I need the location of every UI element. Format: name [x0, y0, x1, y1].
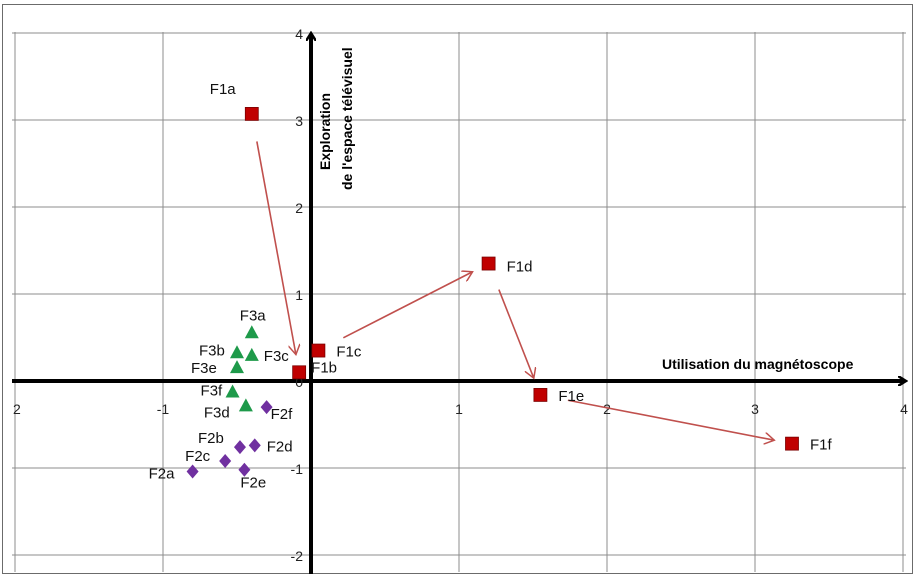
f1f-marker — [785, 436, 799, 451]
axes — [12, 34, 905, 574]
point-label-f3b: F3b — [199, 342, 225, 359]
f3d-marker — [238, 398, 253, 412]
trajectory-arrow — [498, 289, 534, 379]
data-points — [186, 107, 799, 479]
y-tick-label: -2 — [291, 548, 304, 564]
f3b-marker — [230, 345, 244, 359]
x-tick-label: 2 — [13, 401, 21, 417]
trajectory-arrow — [342, 272, 472, 339]
x-tick-label: 4 — [900, 401, 908, 417]
point-label-f1c: F1c — [336, 344, 362, 361]
point-label-f3d: F3d — [204, 404, 230, 421]
y-axis-label: Exploration de l'espace télévisuel — [317, 47, 355, 190]
f1d-marker — [481, 256, 496, 271]
x-tick-label: -1 — [157, 401, 170, 417]
trajectory-arrow — [256, 141, 296, 354]
point-label-f3f: F3f — [201, 382, 224, 399]
point-label-f1e: F1e — [558, 388, 584, 405]
trajectory-arrow — [567, 399, 774, 440]
f1b-marker — [292, 365, 307, 380]
point-label-f3e: F3e — [191, 360, 217, 377]
f3a-marker — [244, 325, 259, 339]
point-label-f3a: F3a — [240, 307, 267, 324]
f3f-marker — [225, 384, 240, 398]
f2c-marker — [219, 454, 232, 469]
point-label-f1d: F1d — [507, 259, 533, 276]
f1c-marker — [311, 343, 326, 358]
point-label-f2c: F2c — [185, 448, 211, 465]
y-tick-label: -1 — [291, 461, 304, 477]
x-tick-label: 2 — [603, 401, 611, 417]
point-label-f2d: F2d — [267, 438, 293, 455]
point-label-f2e: F2e — [240, 475, 266, 492]
x-tick-label: 1 — [455, 401, 463, 417]
x-tick-label: 3 — [751, 401, 759, 417]
y-tick-label: 4 — [295, 26, 303, 42]
chart-frame — [2, 4, 913, 574]
point-label-f2a: F2a — [149, 465, 176, 482]
tick-labels: 2 -1 1 2 3 4 4 3 2 1 0 -1 -2 — [13, 26, 908, 564]
y-axis-label-line-1: Exploration — [317, 93, 333, 170]
gridlines — [12, 32, 906, 572]
point-label-f1f: F1f — [810, 437, 833, 454]
point-label-f3c: F3c — [264, 348, 290, 365]
f3c-marker — [244, 347, 259, 361]
trajectory-arrows — [256, 141, 774, 440]
f2f-marker — [260, 400, 273, 415]
y-tick-label: 2 — [295, 200, 303, 216]
y-tick-label: 0 — [295, 374, 303, 390]
f1e-marker — [533, 388, 548, 402]
point-label-f1a: F1a — [210, 81, 237, 98]
y-tick-label: 1 — [295, 287, 303, 303]
point-label-f2b: F2b — [198, 430, 224, 447]
f2d-marker — [248, 438, 261, 453]
f2a-marker — [186, 464, 199, 479]
f1a-marker — [244, 107, 259, 121]
f2e-marker — [238, 462, 251, 477]
point-label-f2f: F2f — [271, 406, 294, 423]
f3e-marker — [230, 360, 244, 374]
x-axis-label: Utilisation du magnétoscope — [662, 356, 854, 372]
f2b-marker — [233, 440, 246, 455]
y-axis-label-line-2: de l'espace télévisuel — [339, 47, 355, 190]
point-label-f1b: F1b — [311, 359, 337, 376]
y-tick-label: 3 — [295, 113, 303, 129]
